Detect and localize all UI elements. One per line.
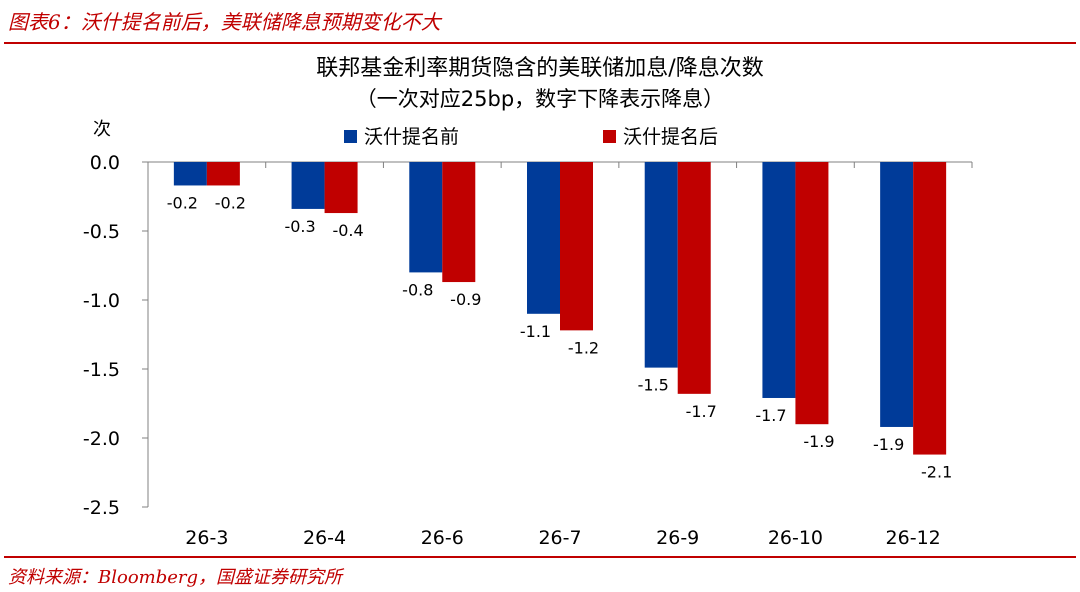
legend-label: 沃什提名后 [623,126,718,148]
y-tick-label: -1.5 [83,359,120,381]
bar-after-26-7 [560,162,593,331]
bar-before-26-9 [644,162,678,368]
x-tick-label: 26-6 [421,527,464,549]
chart-axes: 0.0 -0.5 -1.0 -1.5 -2.0 -2.5 26-3 26-4 26-6 26-7 2… [83,152,973,549]
bar-before-26-6 [409,162,443,273]
bars-group [173,162,947,455]
data-label: -0.3 [284,217,315,236]
bar-before-26-7 [527,162,560,314]
data-label: -1.2 [568,338,599,357]
y-tick-label: -0.5 [83,221,120,243]
bar-after-26-3 [206,162,240,186]
legend-label: 沃什提名前 [364,126,459,148]
data-label: -0.2 [215,193,246,212]
data-label: -1.1 [520,322,551,341]
x-tick-label: 26-3 [185,527,228,549]
y-axis-unit-label: 次 [93,119,111,140]
bar-before-26-10 [762,162,796,398]
top-divider [4,42,1076,44]
x-tick-label: 26-7 [538,527,581,549]
bar-chart: 联邦基金利率期货隐含的美联储加息/降息次数 （一次对应25bp，数字下降表示降息… [83,56,973,549]
bar-after-26-9 [677,162,711,394]
bottom-divider [4,556,1076,558]
x-tick-label: 26-10 [768,527,823,549]
chart-legend: 沃什提名前 沃什提名后 [344,126,718,148]
chart-title: 联邦基金利率期货隐含的美联储加息/降息次数 [316,56,763,81]
bar-after-26-10 [795,162,829,425]
data-label: -0.9 [450,290,481,309]
y-tick-label: -2.5 [83,497,120,519]
data-label: -1.7 [755,406,786,425]
figure-caption: 图表6：沃什提名前后，美联储降息预期变化不大 [8,10,441,34]
x-tick-label: 26-9 [656,527,699,549]
data-label: -1.7 [686,402,717,421]
data-label: -0.2 [167,193,198,212]
figure-source: 资料来源：Bloomberg，国盛证券研究所 [8,567,343,588]
bar-before-26-3 [173,162,207,186]
data-label: -1.9 [873,435,904,454]
y-tick-label: -2.0 [83,428,120,450]
data-label: -1.9 [803,432,834,451]
legend-swatch [603,130,616,143]
data-label: -1.5 [638,376,669,395]
bar-before-26-4 [291,162,325,209]
x-tick-label: 26-4 [303,527,346,549]
y-tick-label: -1.0 [83,290,120,312]
data-label: -0.4 [332,221,363,240]
chart-subtitle: （一次对应25bp，数字下降表示降息） [356,87,724,111]
y-tick-label: 0.0 [90,152,120,174]
bar-after-26-12 [913,162,947,455]
data-label: -0.8 [402,280,433,299]
bar-after-26-6 [442,162,476,283]
bar-after-26-4 [324,162,358,214]
data-label: -2.1 [921,463,952,482]
x-tick-label: 26-12 [886,527,941,549]
legend-swatch [344,130,357,143]
data-labels-group: -0.2 -0.3 -0.8 -1.1 -1.5 -1.7 -1.9 -0.2 -0.4 -0.9… [167,193,953,481]
bar-before-26-12 [880,162,914,427]
